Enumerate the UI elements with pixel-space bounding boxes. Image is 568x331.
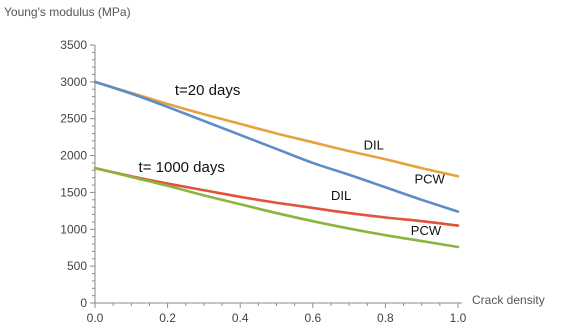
x-tick-label: 0.8 xyxy=(377,311,394,325)
y-tick-label: 2000 xyxy=(60,149,87,163)
x-tick-label: 0.6 xyxy=(304,311,321,325)
series-line-t-1000-days-pcw xyxy=(93,166,460,249)
y-tick-label: 1500 xyxy=(60,185,87,199)
ticks-layer: 0 500 1000 1500 2000 2500 3000 3500 0.0 0.2 0.4 0.6… xyxy=(60,38,466,325)
y-tick-label: 500 xyxy=(67,259,87,273)
annotation-label: PCW xyxy=(411,223,442,238)
x-tick-label: 1.0 xyxy=(450,311,467,325)
x-tick-label: 0.2 xyxy=(159,311,176,325)
y-tick-label: 3000 xyxy=(60,75,87,89)
annotation-label: t= 1000 days xyxy=(139,159,225,176)
y-tick-label: 3500 xyxy=(60,38,87,52)
x-tick-label: 0.0 xyxy=(87,311,104,325)
annotation-label: PCW xyxy=(414,172,445,187)
series-line-t-20-days-pcw xyxy=(93,80,460,213)
annotation-label: t=20 days xyxy=(175,82,240,99)
annotation-label: DIL xyxy=(364,138,384,153)
x-tick-label: 0.4 xyxy=(232,311,249,325)
y-tick-label: 2500 xyxy=(60,112,87,126)
y-tick-label: 1000 xyxy=(60,222,87,236)
y-tick-label: 0 xyxy=(80,296,87,310)
series-line-t-20-days-dil xyxy=(93,80,460,178)
annotation-layer: t=20 days DIL t= 1000 days PCW DIL PCW xyxy=(139,82,446,238)
series-line-t-1000-days-dil xyxy=(93,166,460,227)
x-axis-label: Crack density xyxy=(472,293,545,307)
annotation-label: DIL xyxy=(331,188,351,203)
series-layer xyxy=(93,80,460,249)
y-axis-label: Young's modulus (MPa) xyxy=(4,5,131,19)
